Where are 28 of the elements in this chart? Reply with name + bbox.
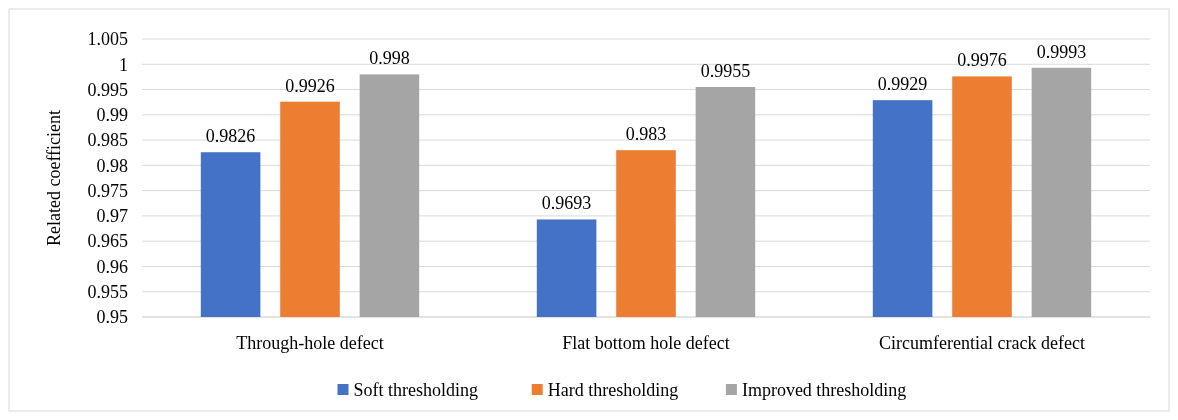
y-tick-label: 0.96 bbox=[96, 256, 128, 277]
data-label: 0.9929 bbox=[877, 74, 928, 95]
data-label: 0.9955 bbox=[700, 61, 751, 82]
y-tick-label: 0.975 bbox=[87, 180, 128, 201]
x-tick-label: Through-hole defect bbox=[236, 333, 384, 353]
data-label: 0.9993 bbox=[1036, 41, 1087, 62]
data-label: 0.983 bbox=[625, 124, 667, 145]
legend-label: Hard thresholding bbox=[547, 380, 679, 401]
y-tick-label: 0.985 bbox=[87, 130, 128, 151]
y-axis-title: Related coefficient bbox=[44, 109, 64, 247]
data-label: 0.998 bbox=[369, 48, 410, 69]
legend-label: Improved thresholding bbox=[741, 380, 907, 401]
x-tick-label: Flat bottom hole defect bbox=[562, 333, 730, 353]
y-tick-label: 1 bbox=[119, 54, 128, 75]
y-tick-label: 1.005 bbox=[87, 29, 128, 50]
data-label: 0.9976 bbox=[957, 50, 1007, 71]
y-tick-label: 0.97 bbox=[96, 206, 128, 227]
data-label: 0.9926 bbox=[285, 75, 335, 96]
data-label: 0.9693 bbox=[541, 193, 592, 214]
y-tick-label: 0.955 bbox=[87, 282, 128, 303]
y-tick-label: 0.95 bbox=[96, 307, 128, 328]
x-tick-label: Circumferential crack defect bbox=[879, 333, 1085, 353]
data-label: 0.9826 bbox=[205, 126, 256, 147]
y-tick-label: 0.98 bbox=[96, 155, 128, 176]
legend-label: Soft thresholding bbox=[353, 380, 478, 401]
y-tick-label: 0.995 bbox=[87, 79, 128, 100]
y-tick-label: 0.965 bbox=[87, 231, 128, 252]
y-tick-label: 0.99 bbox=[96, 105, 128, 126]
